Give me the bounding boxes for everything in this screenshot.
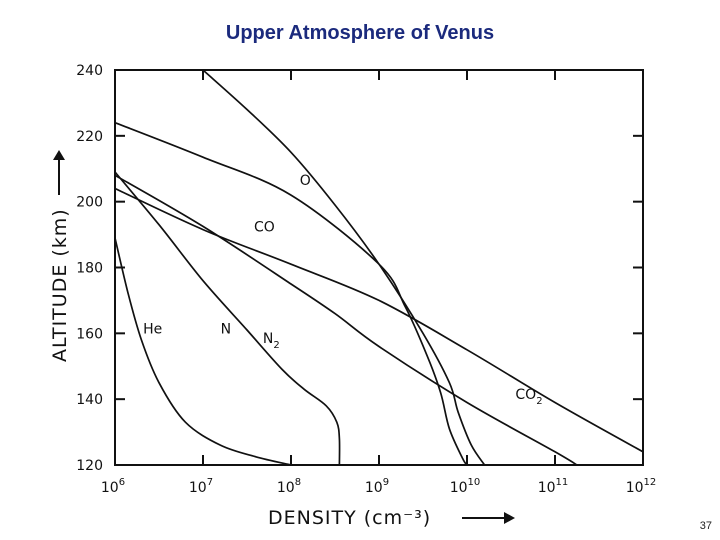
curve-n2 — [114, 174, 578, 466]
page-title: Upper Atmosphere of Venus — [225, 22, 495, 44]
x-tick-label: 106 — [101, 477, 125, 496]
x-axis-title: DENSITY (cm⁻³) — [268, 507, 431, 529]
curve-label-he: He — [143, 321, 162, 337]
curve-label-n: N — [221, 321, 231, 337]
curves — [114, 69, 644, 466]
y-axis-title: ALTITUDE (km) — [49, 208, 71, 362]
axis-ticks: 120 140 160 180 200 220 240 106 107 108 109 1010 101… — [76, 63, 656, 496]
curve-label-n2: N2 — [263, 331, 280, 351]
x-axis-arrowhead — [504, 512, 515, 524]
x-tick-label: 109 — [365, 477, 389, 496]
curve-co — [114, 121, 468, 466]
y-tick-label: 220 — [76, 129, 103, 145]
x-tick-label: 1011 — [538, 477, 569, 496]
y-tick-label: 160 — [76, 326, 103, 342]
x-tick-label: 1012 — [626, 477, 657, 496]
x-tick-label: 108 — [277, 477, 301, 496]
page-number: 37 — [699, 520, 712, 532]
y-tick-label: 200 — [76, 195, 103, 211]
y-tick-label: 140 — [76, 392, 103, 408]
curve-he — [114, 237, 292, 466]
x-tick-label: 107 — [189, 477, 213, 496]
curve-labels: O CO N2 CO2 N He — [143, 173, 542, 407]
y-tick-label: 240 — [76, 63, 103, 79]
x-tick-label: 1010 — [450, 477, 481, 496]
curve-o — [202, 69, 486, 466]
plot-frame — [114, 69, 644, 466]
curve-label-co2: CO2 — [515, 387, 542, 407]
y-tick-label: 120 — [76, 458, 103, 474]
y-tick-label: 180 — [76, 261, 103, 277]
curve-label-o: O — [300, 173, 311, 189]
curve-co2 — [114, 187, 644, 453]
y-axis-arrowhead — [53, 150, 65, 160]
curve-label-co: CO — [254, 219, 275, 235]
curve-n — [114, 171, 341, 466]
